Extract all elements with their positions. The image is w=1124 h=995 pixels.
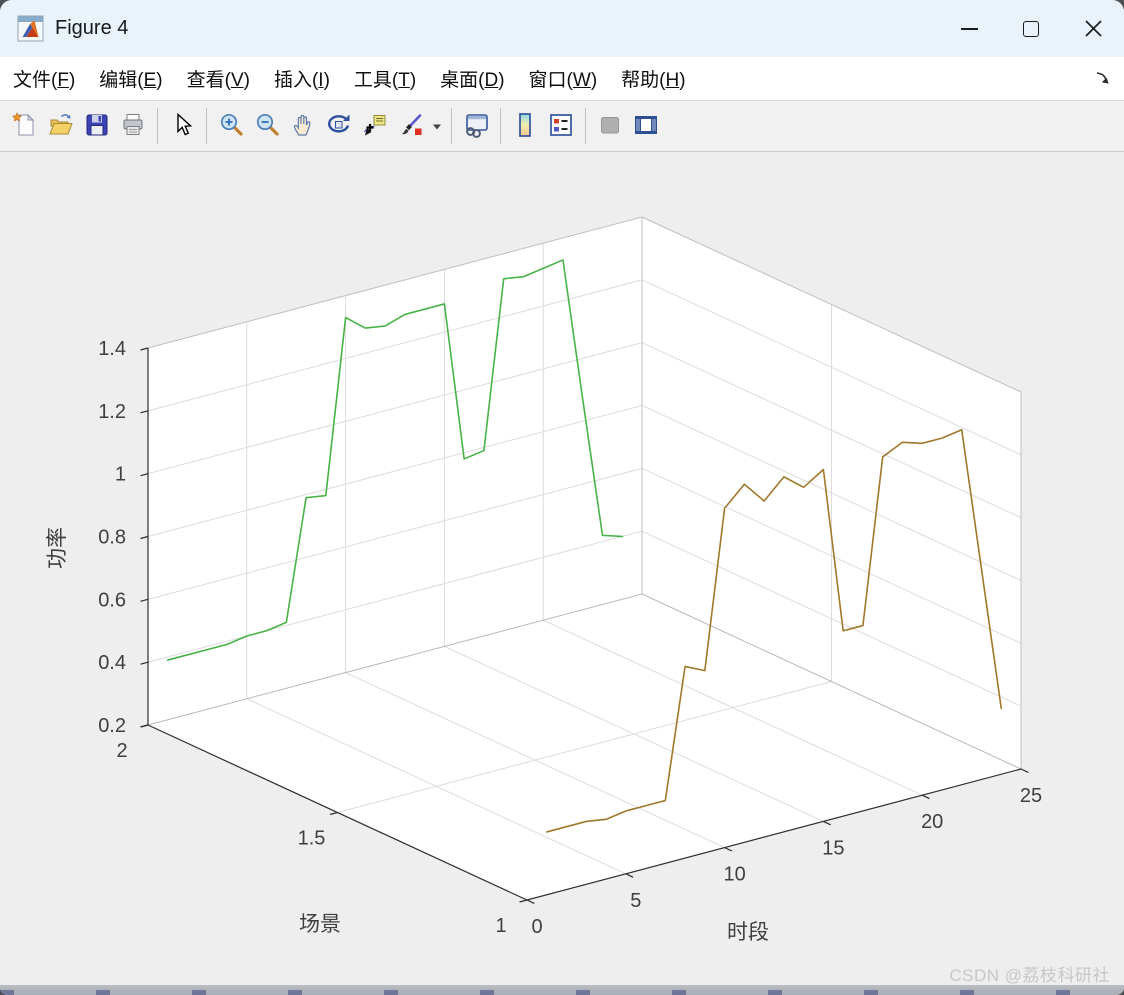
- brush-dropdown-icon: [432, 119, 442, 134]
- zoom-in-icon: [218, 112, 244, 141]
- insert-legend-icon: [548, 112, 574, 141]
- print-figure-button[interactable]: [115, 107, 151, 145]
- toolbar-separator: [500, 108, 501, 144]
- svg-text:1: 1: [495, 915, 506, 937]
- series-scenario-2-power: [166, 259, 624, 661]
- show-plot-tools-button[interactable]: [628, 107, 664, 145]
- svg-text:场景: 场景: [299, 913, 341, 936]
- open-file-button[interactable]: [43, 107, 79, 145]
- svg-text:10: 10: [723, 864, 745, 886]
- menu-item-file[interactable]: 文件(F): [13, 70, 76, 91]
- link-plot-icon: [462, 112, 490, 141]
- svg-text:0: 0: [531, 916, 542, 938]
- new-figure-icon: [12, 111, 38, 141]
- hide-plot-tools-icon: [597, 112, 623, 141]
- menubar: 文件(F) 编辑(E) 查看(V) 插入(I) 工具(T) 桌面(D) 窗口(W) 帮助(H): [0, 57, 1124, 101]
- menu-item-window[interactable]: 窗口(W): [528, 70, 598, 91]
- svg-text:25: 25: [1020, 785, 1042, 807]
- hide-plot-tools-button: [592, 107, 628, 145]
- svg-text:0.4: 0.4: [98, 652, 126, 674]
- window-controls: [938, 0, 1124, 57]
- toolbar-separator: [157, 108, 158, 144]
- series-scenario-1-power: [545, 428, 1003, 833]
- svg-text:15: 15: [822, 837, 844, 859]
- svg-text:功率: 功率: [46, 527, 69, 569]
- insert-colorbar-icon: [512, 112, 538, 141]
- brush-dropdown-button[interactable]: [429, 107, 445, 145]
- edit-cursor-icon: [169, 112, 195, 141]
- svg-text:0.8: 0.8: [98, 526, 126, 548]
- toolbar-separator: [585, 108, 586, 144]
- new-figure-button[interactable]: [7, 107, 43, 145]
- zoom-out-icon: [254, 112, 280, 141]
- maximize-button[interactable]: [1000, 0, 1062, 57]
- menu-item-desktop[interactable]: 桌面(D): [440, 70, 505, 91]
- svg-text:20: 20: [921, 811, 943, 833]
- brush-icon: [398, 112, 424, 141]
- data-cursor-button[interactable]: [357, 107, 393, 145]
- matlab-figure-icon: [17, 15, 44, 42]
- svg-text:1.4: 1.4: [98, 338, 126, 360]
- toolbar-separator: [451, 108, 452, 144]
- dock-figure-icon[interactable]: [1094, 70, 1112, 88]
- window-bottom-edge: [0, 985, 1124, 995]
- close-icon: [1084, 20, 1102, 37]
- zoom-out-button[interactable]: [249, 107, 285, 145]
- save-figure-icon: [84, 112, 110, 141]
- titlebar: Figure 4: [0, 0, 1124, 57]
- edit-cursor-button[interactable]: [164, 107, 200, 145]
- rotate-3d-icon: [326, 112, 352, 141]
- data-cursor-icon: [362, 112, 388, 141]
- minimize-button[interactable]: [938, 0, 1000, 57]
- svg-text:1.2: 1.2: [98, 401, 126, 423]
- minimize-icon: [960, 27, 978, 30]
- window-title: Figure 4: [55, 17, 129, 39]
- insert-legend-button[interactable]: [543, 107, 579, 145]
- show-plot-tools-icon: [632, 112, 660, 141]
- brush-button[interactable]: [393, 107, 429, 145]
- svg-text:5: 5: [630, 890, 641, 912]
- toolbar-separator: [206, 108, 207, 144]
- menu-item-insert[interactable]: 插入(I): [273, 70, 330, 91]
- open-file-icon: [48, 112, 74, 141]
- svg-text:0.6: 0.6: [98, 589, 126, 611]
- close-button[interactable]: [1062, 0, 1124, 57]
- maximize-icon: [1023, 20, 1039, 37]
- menu-item-tools[interactable]: 工具(T): [353, 70, 417, 91]
- pan-icon: [290, 112, 316, 141]
- print-figure-icon: [120, 112, 146, 141]
- svg-text:1: 1: [115, 464, 126, 486]
- pan-button[interactable]: [285, 107, 321, 145]
- watermark: CSDN @荔枝科研社: [949, 966, 1110, 985]
- menu-item-edit[interactable]: 编辑(E): [99, 70, 163, 91]
- rotate-3d-button[interactable]: [321, 107, 357, 145]
- save-figure-button[interactable]: [79, 107, 115, 145]
- svg-text:2: 2: [116, 740, 127, 762]
- svg-text:0.2: 0.2: [98, 715, 126, 737]
- menu-item-help[interactable]: 帮助(H): [621, 70, 686, 91]
- svg-text:1.5: 1.5: [298, 828, 326, 850]
- svg-text:时段: 时段: [727, 921, 769, 944]
- insert-colorbar-button[interactable]: [507, 107, 543, 145]
- link-plot-button[interactable]: [458, 107, 494, 145]
- zoom-in-button[interactable]: [213, 107, 249, 145]
- toolbar: [0, 101, 1124, 152]
- plot-area: 0.2 0.4 0.6 0.8 1 1.2 1.4 0 5 10 15 20 25 1 1.5 2 功率场景 时段…: [0, 152, 1124, 995]
- menu-item-view[interactable]: 查看(V): [186, 70, 250, 91]
